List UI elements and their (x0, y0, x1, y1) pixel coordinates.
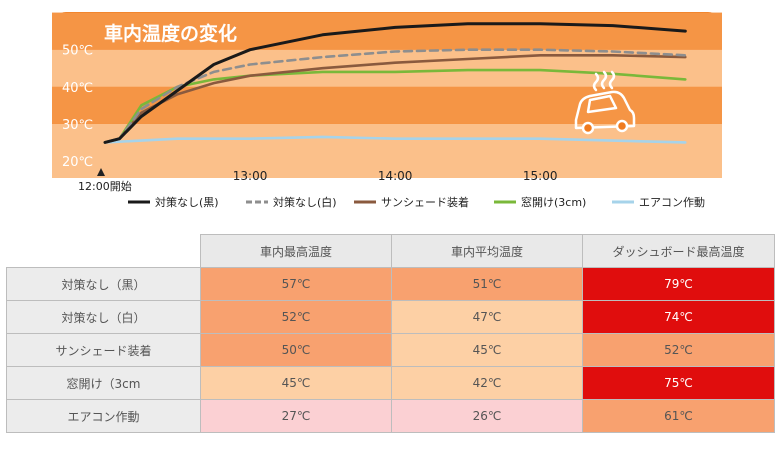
start-marker-icon (97, 168, 105, 176)
row-label: 対策なし（白） (6, 300, 201, 334)
y-tick-label: 20℃ (62, 155, 93, 170)
chart-band (52, 12, 722, 50)
table-row: 対策なし（白） 52℃ 47℃ 74℃ (6, 300, 775, 334)
table-row: サンシェード装着 50℃ 45℃ 52℃ (6, 333, 775, 367)
y-tick-label: 50℃ (62, 44, 93, 59)
x-tick-label: 14:00 (378, 169, 413, 183)
table-cell: 42℃ (391, 366, 583, 400)
table-cell: 75℃ (582, 366, 775, 400)
series-lines (103, 22, 687, 144)
y-axis: 20℃ 30℃ 40℃ 50℃ (62, 44, 93, 170)
chart-bands (52, 12, 722, 178)
table-cell: 51℃ (391, 267, 583, 301)
table-row: 対策なし（黒） 57℃ 51℃ 79℃ (6, 267, 775, 301)
table-corner (7, 235, 201, 268)
legend-label: 窓開け(3cm) (521, 195, 586, 209)
series-line (103, 135, 687, 144)
chart-band (52, 86, 722, 124)
series-line (103, 22, 687, 144)
series-line (103, 54, 687, 144)
legend-label: エアコン作動 (639, 195, 705, 209)
y-tick-label: 30℃ (62, 118, 93, 133)
chart-band (52, 123, 722, 161)
temperature-chart: 車内温度の変化 20℃ 30℃ 40℃ 50℃ 12:00開始 13:00 14:00 15… (52, 12, 722, 218)
table-cell: 74℃ (582, 300, 775, 334)
table-row: エアコン作動 27℃ 26℃ 61℃ (6, 399, 775, 433)
temperature-table: 車内最高温度 車内平均温度 ダッシュボード最高温度 対策なし（黒） 57℃ 51℃ 7… (6, 234, 775, 433)
legend-label: サンシェード装着 (381, 195, 469, 209)
x-tick-label: 13:00 (233, 169, 268, 183)
column-header-avg-temp: 車内平均温度 (391, 234, 583, 268)
table-cell: 50℃ (200, 333, 392, 367)
table-cell: 27℃ (200, 399, 392, 433)
chart-title: 車内温度の変化 (104, 22, 237, 45)
table-cell: 79℃ (582, 267, 775, 301)
series-line (103, 68, 687, 144)
row-label: エアコン作動 (6, 399, 201, 433)
table-cell: 57℃ (200, 267, 392, 301)
table-cell: 45℃ (200, 366, 392, 400)
y-tick-label: 40℃ (62, 81, 93, 96)
column-header-dashboard-temp: ダッシュボード最高温度 (582, 234, 775, 268)
chart-band (52, 161, 722, 178)
row-label: サンシェード装着 (6, 333, 201, 367)
column-header-max-temp: 車内最高温度 (200, 234, 392, 268)
legend-label: 対策なし(黒) (155, 195, 219, 209)
hot-car-icon (574, 70, 636, 135)
table-cell: 61℃ (582, 399, 775, 433)
row-label: 窓開け（3cm (6, 366, 201, 400)
row-label: 対策なし（黒） (6, 267, 201, 301)
chart-footer (52, 178, 722, 218)
table-header-row: 車内最高温度 車内平均温度 ダッシュボード最高温度 (7, 234, 775, 268)
x-tick-label: 15:00 (523, 169, 558, 183)
x-start-label: 12:00開始 (78, 179, 132, 193)
table-row: 窓開け（3cm 45℃ 42℃ 75℃ (6, 366, 775, 400)
series-line (103, 48, 687, 144)
legend-label: 対策なし(白) (273, 195, 337, 209)
table-cell: 45℃ (391, 333, 583, 367)
chart-legend: 対策なし(黒) 対策なし(白) サンシェード装着 窓開け(3cm) エアコン作動 (128, 195, 705, 209)
table-cell: 52℃ (582, 333, 775, 367)
chart-svg: 車内温度の変化 20℃ 30℃ 40℃ 50℃ 12:00開始 13:00 14:00 15… (52, 12, 722, 218)
table-cell: 52℃ (200, 300, 392, 334)
x-axis: 12:00開始 13:00 14:00 15:00 (78, 168, 558, 193)
table-cell: 26℃ (391, 399, 583, 433)
table-cell: 47℃ (391, 300, 583, 334)
